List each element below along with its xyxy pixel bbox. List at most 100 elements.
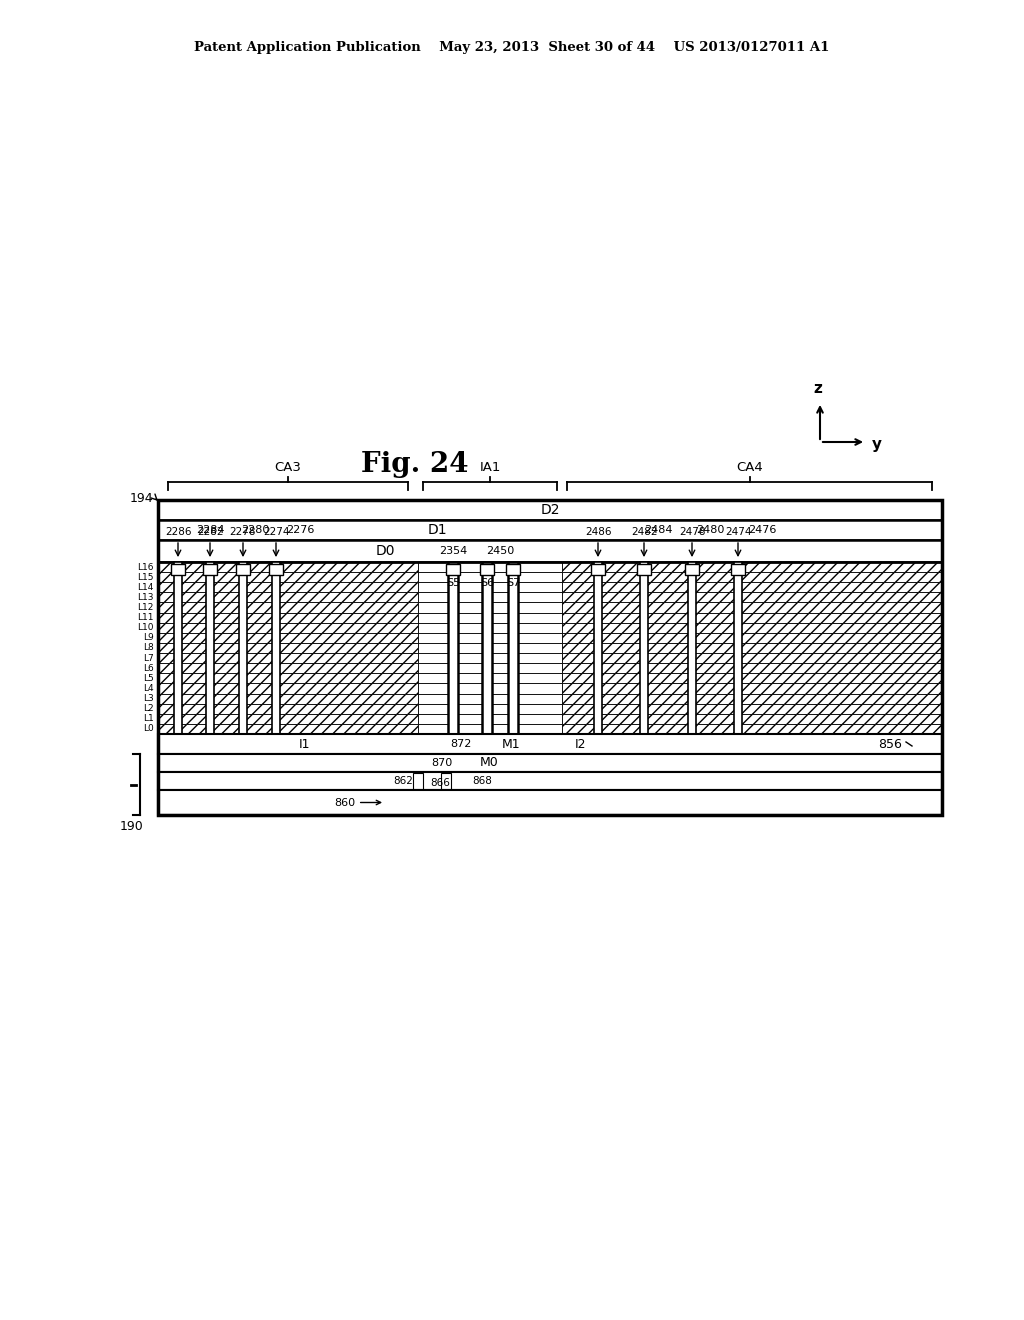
- Bar: [562, 643, 942, 653]
- Text: L15: L15: [137, 573, 154, 582]
- Text: 2476: 2476: [748, 525, 776, 535]
- Bar: [562, 663, 942, 673]
- Text: 2278: 2278: [229, 527, 256, 537]
- Text: D0: D0: [375, 544, 394, 558]
- Text: L7: L7: [143, 653, 154, 663]
- Text: M1: M1: [502, 738, 520, 751]
- Text: Fig. 24: Fig. 24: [361, 451, 469, 479]
- Bar: [562, 693, 942, 704]
- Text: 2478: 2478: [679, 527, 706, 537]
- Text: M0: M0: [480, 756, 499, 770]
- Text: CA3: CA3: [274, 461, 301, 474]
- Text: 2450: 2450: [485, 546, 514, 556]
- Bar: [640, 562, 648, 734]
- Bar: [562, 673, 942, 684]
- Text: 860: 860: [334, 797, 381, 808]
- Bar: [506, 564, 520, 576]
- Text: 190: 190: [120, 821, 143, 833]
- Bar: [418, 704, 562, 714]
- Bar: [418, 714, 562, 723]
- Bar: [269, 564, 283, 576]
- Bar: [158, 754, 942, 772]
- Bar: [562, 582, 942, 593]
- Bar: [562, 704, 942, 714]
- Text: 2284: 2284: [196, 525, 224, 535]
- Bar: [158, 540, 942, 562]
- Text: 2482: 2482: [631, 527, 657, 537]
- Text: 2280: 2280: [241, 525, 269, 535]
- Bar: [562, 723, 942, 734]
- Bar: [158, 500, 942, 520]
- Text: L0: L0: [143, 725, 154, 734]
- Text: 2480: 2480: [696, 525, 724, 535]
- Text: 868: 868: [472, 776, 492, 785]
- Bar: [449, 562, 458, 734]
- Bar: [158, 673, 418, 684]
- Bar: [158, 572, 418, 582]
- Text: S5: S5: [445, 578, 460, 587]
- Text: L12: L12: [137, 603, 154, 612]
- Bar: [591, 564, 605, 576]
- Bar: [206, 562, 214, 734]
- Text: Patent Application Publication    May 23, 2013  Sheet 30 of 44    US 2013/012701: Patent Application Publication May 23, 2…: [195, 41, 829, 54]
- Bar: [158, 653, 418, 663]
- Bar: [418, 612, 562, 623]
- Text: 870: 870: [431, 758, 452, 768]
- Bar: [562, 653, 942, 663]
- Bar: [158, 772, 942, 789]
- Bar: [562, 623, 942, 632]
- Bar: [418, 663, 562, 673]
- Bar: [158, 582, 418, 593]
- Bar: [203, 564, 217, 576]
- Text: D2: D2: [541, 503, 560, 517]
- Bar: [731, 564, 745, 576]
- Bar: [418, 593, 562, 602]
- Bar: [418, 723, 562, 734]
- Text: L2: L2: [143, 704, 154, 713]
- Text: 2354: 2354: [439, 546, 467, 556]
- Text: z: z: [813, 381, 822, 396]
- Text: 2282: 2282: [197, 527, 223, 537]
- Bar: [158, 623, 418, 632]
- Text: 2474: 2474: [725, 527, 752, 537]
- Bar: [158, 663, 418, 673]
- Text: 194: 194: [129, 491, 153, 504]
- Bar: [418, 643, 562, 653]
- Bar: [418, 602, 562, 612]
- Bar: [446, 564, 460, 576]
- Text: L4: L4: [143, 684, 154, 693]
- Bar: [734, 562, 742, 734]
- Bar: [562, 684, 942, 693]
- Bar: [482, 562, 492, 734]
- Bar: [158, 562, 942, 734]
- Bar: [158, 632, 418, 643]
- Bar: [562, 632, 942, 643]
- Text: L16: L16: [137, 562, 154, 572]
- Bar: [418, 684, 562, 693]
- Bar: [637, 564, 651, 576]
- Bar: [158, 714, 418, 723]
- Text: L8: L8: [143, 644, 154, 652]
- Bar: [158, 693, 418, 704]
- Bar: [418, 693, 562, 704]
- Bar: [158, 500, 942, 814]
- Bar: [158, 704, 418, 714]
- Text: D1: D1: [427, 523, 446, 537]
- Bar: [418, 673, 562, 684]
- Bar: [158, 612, 418, 623]
- Bar: [562, 593, 942, 602]
- Text: L1: L1: [143, 714, 154, 723]
- Bar: [562, 572, 942, 582]
- Bar: [239, 562, 247, 734]
- Bar: [174, 562, 182, 734]
- Text: L3: L3: [143, 694, 154, 704]
- Text: 872: 872: [451, 739, 472, 748]
- Text: L6: L6: [143, 664, 154, 673]
- Text: L10: L10: [137, 623, 154, 632]
- Bar: [441, 774, 451, 789]
- Bar: [158, 684, 418, 693]
- Bar: [418, 632, 562, 643]
- Text: 2276: 2276: [286, 525, 314, 535]
- Bar: [158, 602, 418, 612]
- Bar: [158, 593, 418, 602]
